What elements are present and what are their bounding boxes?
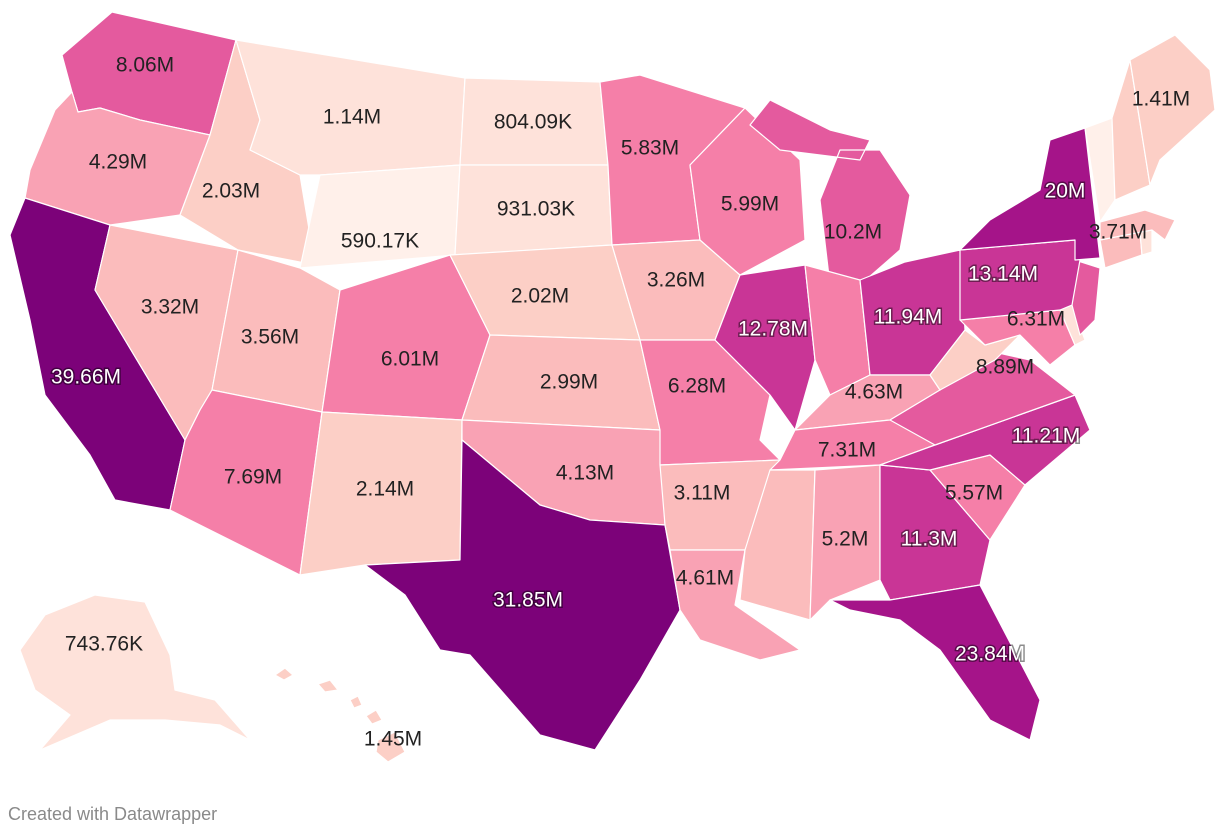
state-label-ks: 2.99M [540, 371, 598, 394]
state-label-va: 8.89M [976, 356, 1034, 379]
state-ak[interactable] [19, 594, 251, 751]
state-label-id: 2.03M [202, 180, 260, 203]
state-label-tx: 31.85M [493, 589, 563, 612]
state-label-wa: 8.06M [116, 54, 174, 77]
state-label-hi: 1.45M [364, 728, 422, 751]
state-label-ar: 3.11M [674, 482, 731, 505]
state-hi[interactable] [274, 667, 406, 763]
state-label-mn: 5.83M [621, 137, 679, 160]
state-label-ma: 3.71M [1089, 221, 1147, 244]
state-label-mt: 1.14M [323, 106, 381, 129]
state-label-ca: 39.66M [51, 366, 121, 389]
state-label-sd: 931.03K [497, 198, 575, 221]
state-label-or: 4.29M [89, 151, 147, 174]
state-fl[interactable] [829, 584, 1041, 741]
state-label-wy: 590.17K [341, 230, 419, 253]
state-label-sc: 5.57M [945, 482, 1003, 505]
state-label-il: 12.78M [738, 318, 808, 341]
state-label-nd: 804.09K [494, 111, 572, 134]
state-nc[interactable] [879, 394, 1091, 486]
state-label-mi: 10.2M [824, 221, 882, 244]
datawrapper-credit: Created with Datawrapper [8, 804, 218, 824]
state-tx[interactable] [364, 439, 681, 751]
state-label-md: 6.31M [1007, 308, 1065, 331]
state-label-ut: 3.56M [241, 326, 299, 349]
state-al[interactable] [809, 464, 881, 621]
state-wy[interactable] [299, 164, 461, 269]
state-label-ok: 4.13M [556, 462, 614, 485]
state-label-nv: 3.32M [141, 296, 199, 319]
state-ma[interactable] [1099, 209, 1176, 241]
state-label-al: 5.2M [822, 528, 869, 551]
state-label-wi: 5.99M [721, 193, 779, 216]
state-label-pa: 13.14M [968, 263, 1038, 286]
state-label-nc: 11.21M [1012, 425, 1081, 448]
state-label-fl: 23.84M [955, 643, 1025, 666]
us-choropleth-map: 8.06M 4.29M 39.66M 3.32M 2.03M 1.14M 590.17K 3.… [9, 11, 1216, 763]
state-label-ak: 743.76K [65, 633, 143, 656]
state-label-la: 4.61M [676, 567, 734, 590]
state-label-ny: 20M [1045, 180, 1086, 203]
state-label-nm: 2.14M [356, 478, 414, 501]
state-label-co: 6.01M [381, 348, 439, 371]
state-label-tn: 7.31M [818, 439, 876, 462]
state-label-az: 7.69M [224, 466, 282, 489]
state-label-ga: 11.3M [901, 528, 958, 551]
state-label-ia: 3.26M [647, 269, 705, 292]
state-me[interactable] [1129, 34, 1216, 186]
state-label-oh: 11.94M [874, 306, 943, 329]
state-wi[interactable] [689, 107, 806, 276]
state-label-ne: 2.02M [511, 285, 569, 308]
state-label-mo: 6.28M [668, 375, 726, 398]
state-label-me: 1.41M [1132, 88, 1190, 111]
state-label-ky: 4.63M [845, 381, 903, 404]
state-la[interactable] [669, 549, 801, 661]
